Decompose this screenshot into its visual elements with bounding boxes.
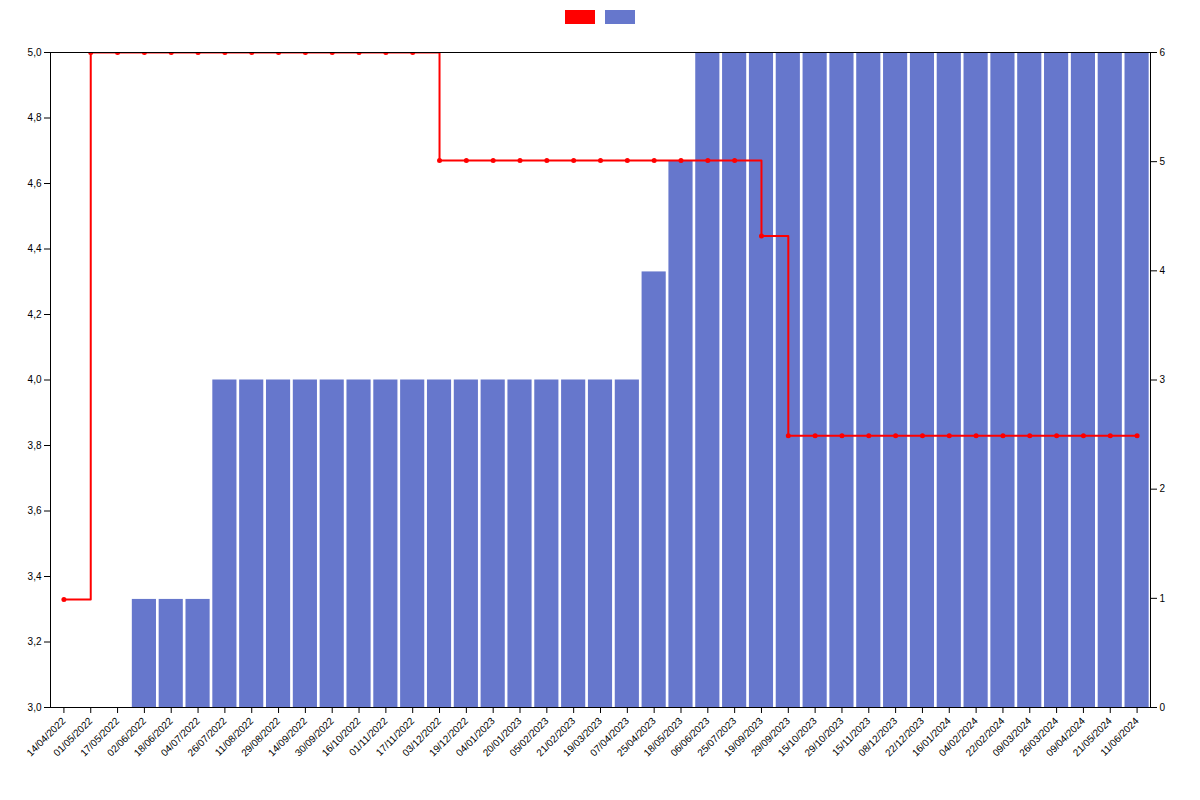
- svg-text:16/10/2022: 16/10/2022: [319, 715, 363, 759]
- svg-text:3,4: 3,4: [28, 571, 42, 582]
- svg-text:25/07/2023: 25/07/2023: [695, 715, 739, 759]
- svg-text:4,6: 4,6: [28, 178, 42, 189]
- svg-text:15/10/2023: 15/10/2023: [775, 715, 819, 759]
- svg-text:30/09/2022: 30/09/2022: [292, 715, 336, 759]
- svg-text:0: 0: [1160, 702, 1166, 713]
- svg-text:11/06/2024: 11/06/2024: [1098, 715, 1141, 758]
- svg-text:26/03/2024: 26/03/2024: [1017, 715, 1061, 759]
- svg-text:11/08/2022: 11/08/2022: [212, 715, 256, 758]
- svg-text:14/09/2022: 14/09/2022: [265, 715, 310, 759]
- svg-text:3,8: 3,8: [28, 440, 42, 451]
- svg-text:1: 1: [1160, 593, 1166, 604]
- svg-text:05/02/2023: 05/02/2023: [507, 715, 551, 759]
- svg-text:4,0: 4,0: [28, 374, 42, 385]
- svg-text:22/02/2024: 22/02/2024: [963, 715, 1007, 759]
- svg-text:4,2: 4,2: [28, 309, 42, 320]
- svg-text:3: 3: [1160, 374, 1166, 385]
- svg-text:2: 2: [1160, 483, 1166, 494]
- svg-text:06/06/2023: 06/06/2023: [668, 715, 712, 759]
- svg-text:4: 4: [1160, 265, 1166, 276]
- svg-text:04/01/2023: 04/01/2023: [453, 715, 497, 759]
- svg-text:04/07/2022: 04/07/2022: [158, 715, 202, 759]
- svg-text:16/01/2024: 16/01/2024: [909, 715, 953, 759]
- svg-text:29/09/2023: 29/09/2023: [748, 715, 792, 759]
- svg-text:20/01/2023: 20/01/2023: [480, 715, 524, 759]
- svg-text:01/11/2022: 01/11/2022: [346, 715, 390, 758]
- svg-text:18/05/2023: 18/05/2023: [641, 715, 685, 759]
- svg-text:29/10/2023: 29/10/2023: [802, 715, 846, 759]
- svg-text:02/06/2022: 02/06/2022: [104, 715, 149, 759]
- svg-text:3,6: 3,6: [28, 505, 42, 516]
- svg-text:22/12/2023: 22/12/2023: [883, 715, 927, 759]
- svg-text:19/12/2022: 19/12/2022: [426, 715, 470, 759]
- svg-text:4,8: 4,8: [28, 112, 42, 123]
- svg-text:5: 5: [1160, 156, 1166, 167]
- svg-text:21/02/2023: 21/02/2023: [534, 715, 578, 759]
- svg-text:5,0: 5,0: [28, 47, 42, 58]
- svg-text:04/02/2024: 04/02/2024: [936, 715, 980, 759]
- svg-text:15/11/2023: 15/11/2023: [829, 715, 873, 758]
- svg-text:17/05/2022: 17/05/2022: [78, 715, 122, 759]
- svg-text:17/11/2022: 17/11/2022: [373, 715, 417, 758]
- svg-text:6: 6: [1160, 47, 1166, 58]
- svg-text:21/05/2024: 21/05/2024: [1070, 715, 1114, 759]
- svg-text:29/08/2022: 29/08/2022: [239, 715, 283, 759]
- svg-text:19/09/2023: 19/09/2023: [722, 715, 766, 759]
- svg-text:08/12/2023: 08/12/2023: [856, 715, 900, 759]
- svg-text:25/04/2023: 25/04/2023: [614, 715, 658, 759]
- svg-text:01/05/2022: 01/05/2022: [51, 715, 95, 759]
- svg-text:14/04/2022: 14/04/2022: [24, 715, 68, 759]
- svg-text:3,0: 3,0: [28, 702, 42, 713]
- svg-text:19/03/2023: 19/03/2023: [561, 715, 605, 759]
- svg-text:03/12/2022: 03/12/2022: [400, 715, 444, 759]
- svg-text:09/04/2024: 09/04/2024: [1043, 715, 1088, 759]
- svg-text:4,4: 4,4: [28, 243, 42, 254]
- svg-text:18/06/2022: 18/06/2022: [131, 715, 175, 759]
- svg-text:07/04/2023: 07/04/2023: [587, 715, 631, 759]
- svg-text:26/07/2022: 26/07/2022: [185, 715, 229, 759]
- svg-text:09/03/2024: 09/03/2024: [990, 715, 1034, 759]
- svg-text:3,2: 3,2: [28, 636, 42, 647]
